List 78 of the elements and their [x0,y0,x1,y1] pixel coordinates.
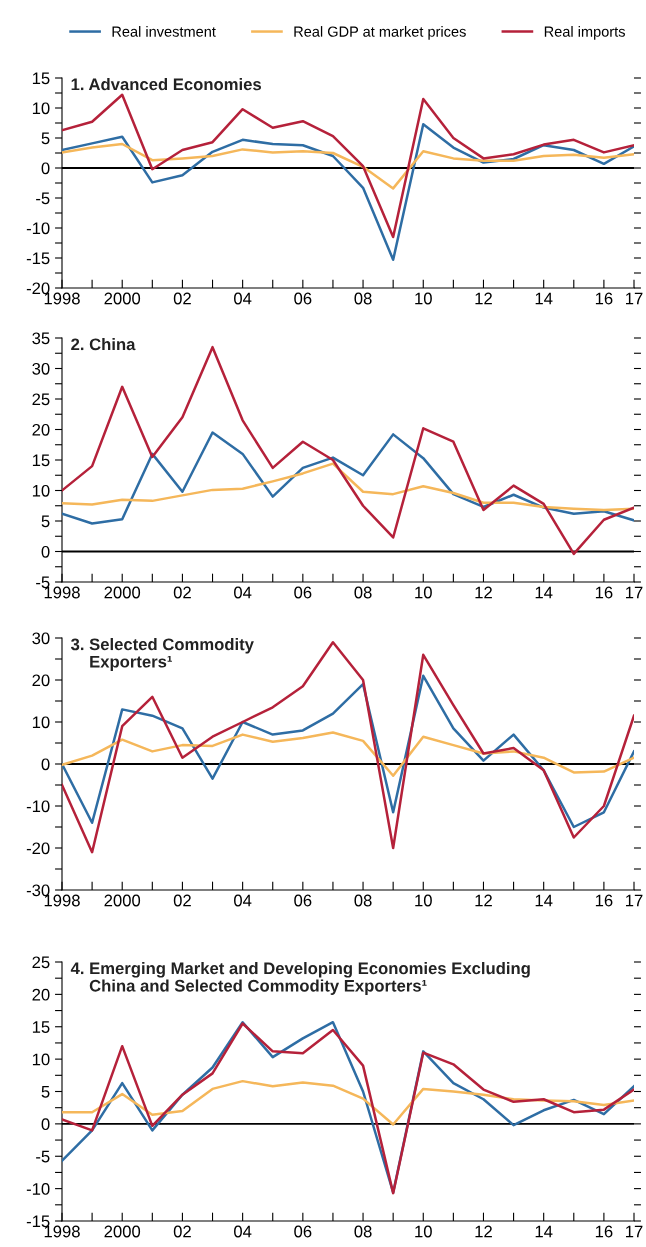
x-tick-label: 16 [595,894,613,907]
x-tick-label: 2000 [104,1225,141,1238]
x-tick-label: 14 [535,292,553,305]
x-tick-label: 14 [535,586,553,599]
legend-label: Real imports [544,26,625,40]
x-tick-label: 04 [234,586,252,599]
x-tick-label: 02 [173,894,191,907]
y-tick-label: 5 [41,132,50,145]
x-tick-label: 14 [535,894,553,907]
y-tick-label: -20 [26,842,50,855]
x-tick-label: 02 [173,1225,191,1238]
y-tick-label: 0 [41,1118,50,1131]
y-tick-label: 35 [32,332,50,345]
y-tick-label: 10 [32,102,50,115]
y-tick-label: 25 [32,393,50,406]
x-tick-label: 04 [234,894,252,907]
x-tick-label: 12 [475,586,492,599]
x-tick-label: 02 [173,586,191,599]
y-tick-label: -10 [26,222,50,235]
y-tick-label: 0 [41,758,50,771]
x-tick-label: 14 [535,1225,553,1238]
y-tick-label: -15 [26,252,50,265]
x-tick-label: 17 [626,1225,643,1238]
y-tick-label: 5 [41,1086,50,1098]
y-tick-label: 25 [32,956,50,969]
x-tick-label: 04 [234,1225,252,1238]
y-tick-label: 20 [32,423,50,436]
x-tick-label: 17 [626,586,643,599]
x-tick-label: 16 [595,1225,613,1238]
x-tick-label: 12 [475,894,492,907]
legend-label: Real GDP at market prices [294,26,466,40]
x-tick-label: 08 [354,1225,372,1238]
x-tick-label: 06 [294,586,312,599]
x-tick-label: 12 [475,292,492,305]
y-tick-label: 15 [32,1021,50,1033]
x-tick-label: 10 [415,894,432,907]
x-tick-label: 06 [294,894,312,907]
x-tick-label: 08 [354,292,372,305]
y-tick-label: 20 [32,988,50,1001]
y-tick-label: -10 [26,800,50,813]
y-tick-label: -5 [36,1150,50,1163]
x-tick-label: 08 [354,894,372,907]
x-tick-label: 16 [595,586,613,599]
chart-title: 3. Selected Commodity Exporters¹ [70,638,254,671]
x-tick-label: 02 [173,292,191,305]
y-tick-label: 10 [32,716,50,729]
x-tick-label: 2000 [104,894,141,907]
y-tick-label: 0 [41,545,50,558]
y-tick-label: 10 [32,484,50,497]
y-tick-label: 0 [41,162,50,175]
y-tick-label: 30 [32,362,50,375]
chart-title: 4. Emerging Market and Developing Economies Excluding China and Selected Commodity Exporters¹ [70,962,530,995]
x-tick-label: 12 [475,1225,492,1238]
x-tick-label: 17 [626,894,643,907]
legend-label: Real investment [112,26,216,37]
line-series [62,462,634,512]
x-tick-label: 06 [294,1225,312,1238]
x-tick-label: 17 [626,292,643,305]
y-tick-label: 15 [32,72,50,85]
y-tick-label: -10 [26,1183,50,1195]
y-tick-label: -5 [36,192,50,205]
x-tick-label: 04 [234,292,252,305]
x-tick-label: 10 [415,586,432,599]
y-tick-label: 20 [32,674,50,687]
y-tick-label: 10 [32,1053,50,1066]
chart-title: 2. China [71,338,136,351]
chart-title: 1. Advanced Economies [71,78,261,91]
x-tick-label: 16 [595,292,613,305]
x-tick-label: 10 [415,1225,432,1238]
x-tick-label: 10 [415,292,432,305]
line-series [62,431,634,525]
y-tick-label: 30 [32,632,50,645]
y-tick-label: 5 [41,515,50,528]
x-tick-label: 06 [294,292,312,305]
y-tick-label: 15 [32,454,50,467]
x-tick-label: 2000 [104,586,141,599]
x-tick-label: 2000 [104,292,141,305]
x-tick-label: 08 [354,586,372,599]
